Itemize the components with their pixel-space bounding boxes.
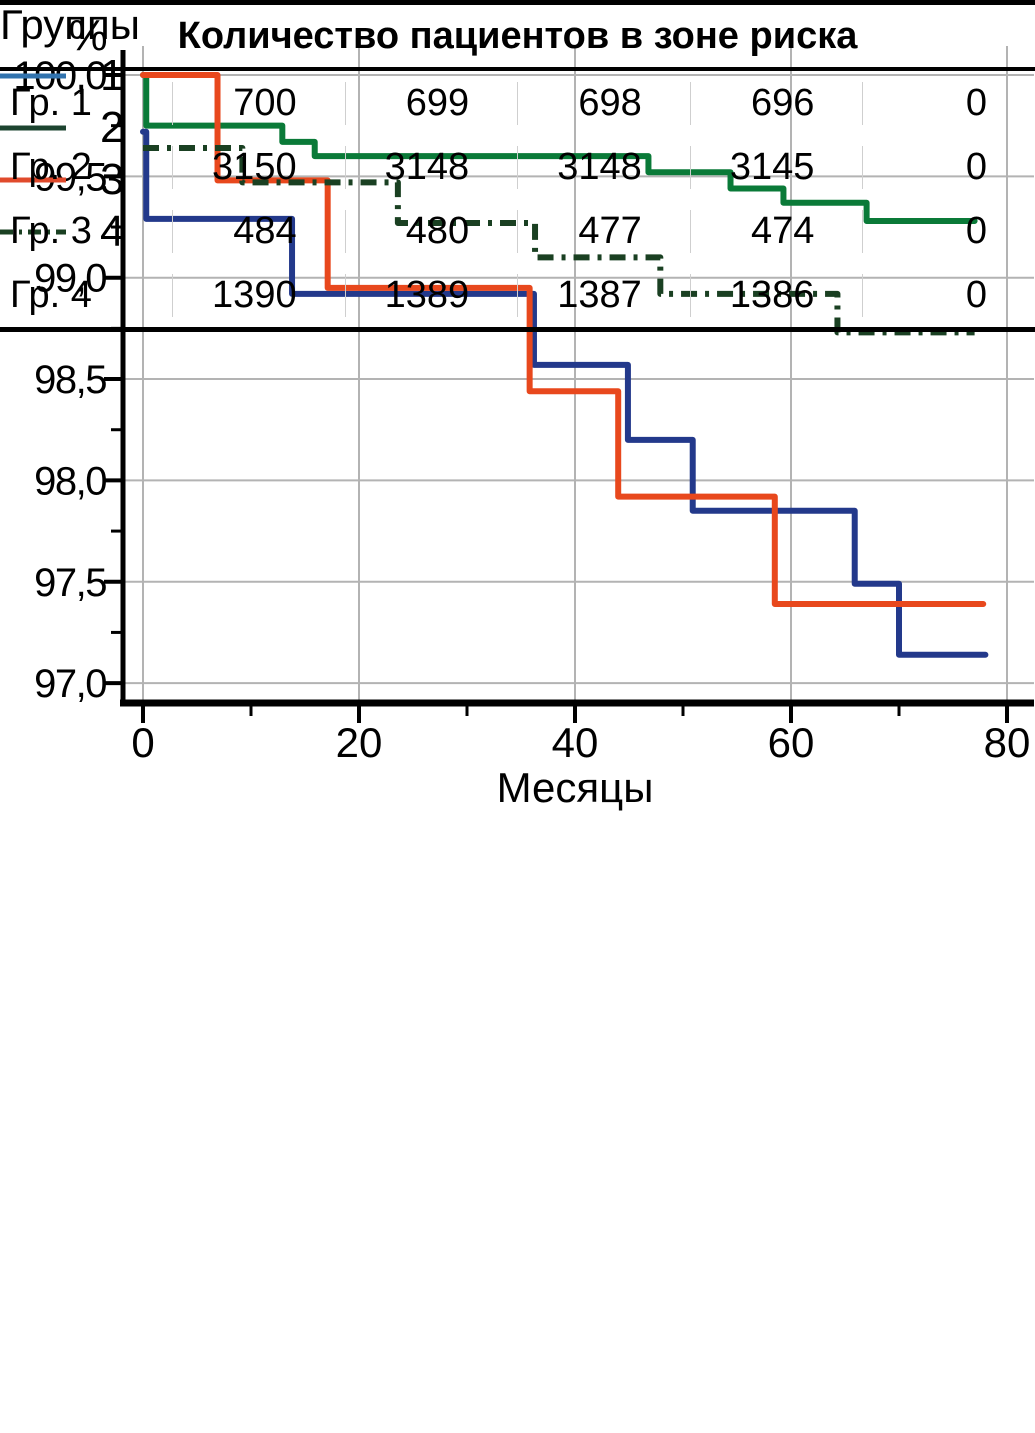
x-tick-label: 40 <box>552 719 599 766</box>
series-2-curve <box>140 72 978 224</box>
risk-count-cell: 0 <box>862 209 1035 253</box>
risk-table-rows: Гр. 1 700 699 698 696 0 Гр. 2 3150 3148 3148 3145 0… <box>0 71 1035 327</box>
x-tick-label: 60 <box>768 719 815 766</box>
risk-table-row: Гр. 1 700 699 698 696 0 <box>0 71 1035 135</box>
risk-count-cell: 477 <box>517 209 690 253</box>
y-tick-label: 97,0 <box>34 662 106 706</box>
y-tick-label: 99,5 <box>34 155 106 199</box>
risk-count-cell: 1390 <box>172 273 345 317</box>
series-1-curve <box>140 128 989 658</box>
risk-row-label: Гр. 3 <box>10 209 92 252</box>
risk-count-cell: 699 <box>344 81 518 125</box>
risk-count-cell: 0 <box>862 145 1035 189</box>
risk-count-cell: 1387 <box>517 273 690 317</box>
risk-count-cell: 474 <box>689 209 863 253</box>
risk-count-cell: 1386 <box>689 273 863 317</box>
risk-count-cell: 3148 <box>517 145 690 189</box>
risk-table: Количество пациентов в зоне риска Гр. 1 7… <box>0 0 1035 332</box>
risk-count-cell: 696 <box>689 81 863 125</box>
legend-item-4: 4 <box>0 206 140 258</box>
risk-count-cell: 3148 <box>344 145 518 189</box>
legend-item-2: 2 <box>0 102 140 154</box>
series-3-curve <box>140 72 987 608</box>
legend-item-label: 3 <box>100 155 125 204</box>
legend-swatch-1 <box>0 73 66 79</box>
y-tick-label: 98,5 <box>34 358 106 402</box>
legend-item-label: 2 <box>100 103 125 152</box>
legend-title: Группы <box>0 1 140 48</box>
risk-count-cell: 1389 <box>344 273 518 317</box>
risk-table-row: Гр. 3 484 480 477 474 0 <box>0 199 1035 263</box>
y-tick-label: 98,0 <box>34 459 106 503</box>
legend-item-label: 1 <box>100 51 125 100</box>
risk-count-cell: 700 <box>172 81 345 125</box>
legend-item-label: 4 <box>100 207 125 256</box>
y-tick-label: 99,0 <box>34 257 106 301</box>
risk-table-row: Гр. 2 3150 3148 3148 3145 0 <box>0 135 1035 199</box>
legend-item-1: 1 <box>0 50 140 102</box>
risk-table-row: Гр. 4 1390 1389 1387 1386 0 <box>0 263 1035 327</box>
x-axis-title: Месяцы <box>497 764 654 811</box>
risk-count-cell: 484 <box>172 209 345 253</box>
survival-chart: 100,099,599,098,598,097,597,00 20 40 60 80%М… <box>13 11 1034 811</box>
x-tick-label: 20 <box>336 719 383 766</box>
risk-row-label: Гр. 1 <box>10 81 92 124</box>
risk-count-cell: 3150 <box>172 145 345 189</box>
risk-row-label: Гр. 2 <box>10 145 92 188</box>
risk-count-cell: 0 <box>862 273 1035 317</box>
y-tick-label: 97,5 <box>34 561 106 605</box>
risk-count-cell: 480 <box>344 209 518 253</box>
risk-row-label: Гр. 4 <box>10 273 92 316</box>
legend-item-3: 3 <box>0 154 140 206</box>
y-axis-unit-label: % <box>68 11 107 60</box>
x-tick-label: 0 <box>131 719 154 766</box>
risk-table-title: Количество пациентов в зоне риска <box>0 5 1035 71</box>
risk-count-cell: 698 <box>517 81 690 125</box>
x-tick-label: 80 <box>984 719 1031 766</box>
risk-count-cell: 3145 <box>689 145 863 189</box>
legend-swatch-2 <box>0 125 66 131</box>
risk-count-cell: 0 <box>862 81 1035 125</box>
legend-swatch-4 <box>0 229 66 235</box>
legend-swatch-3 <box>0 177 66 183</box>
